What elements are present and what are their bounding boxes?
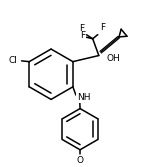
Text: NH: NH: [77, 93, 90, 102]
Text: F: F: [79, 24, 84, 33]
Text: Cl: Cl: [8, 56, 17, 65]
Text: OH: OH: [107, 54, 120, 63]
Text: F: F: [100, 23, 105, 32]
Text: F: F: [80, 31, 85, 40]
Text: O: O: [77, 156, 84, 164]
